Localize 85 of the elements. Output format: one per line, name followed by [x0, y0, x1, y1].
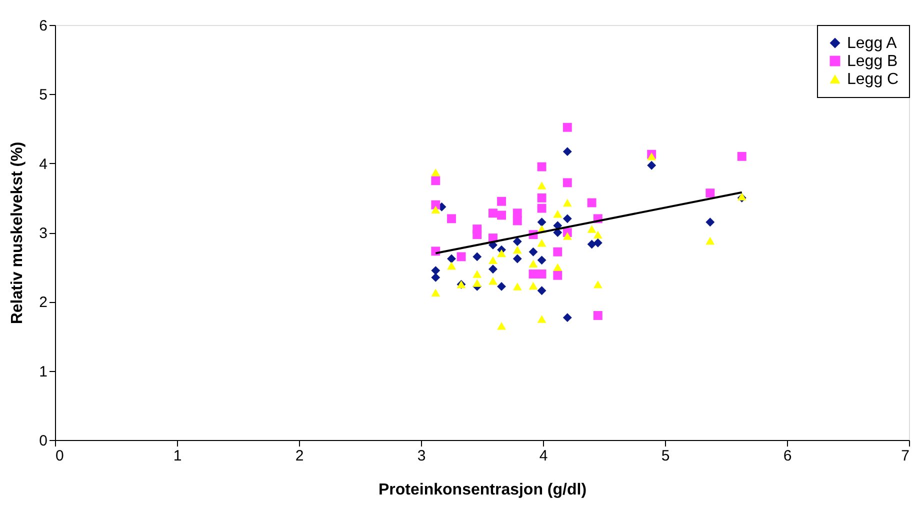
- point: [528, 247, 538, 256]
- point: [706, 218, 715, 227]
- point: [512, 237, 522, 246]
- legend-label: Legg B: [847, 53, 898, 70]
- point: [431, 206, 440, 214]
- point: [537, 162, 546, 172]
- point: [488, 277, 498, 285]
- point: [537, 182, 546, 190]
- point: [431, 288, 440, 297]
- point: [447, 262, 456, 270]
- x-tick-label: 0: [56, 448, 64, 464]
- x-tick-label: 2: [295, 448, 304, 464]
- legend-label: Legg A: [847, 35, 898, 52]
- point: [497, 210, 506, 220]
- y-tick-label: 1: [39, 363, 48, 380]
- point: [593, 280, 602, 288]
- x-axis-title: Proteinkonsentrasjon (g/dl): [378, 482, 587, 498]
- point: [553, 210, 562, 218]
- point: [537, 270, 546, 278]
- point: [537, 204, 546, 213]
- point: [472, 279, 482, 287]
- point: [562, 198, 572, 207]
- legend-label: Legg C: [847, 71, 899, 88]
- point: [537, 286, 546, 296]
- point: [647, 160, 656, 170]
- point: [553, 263, 562, 271]
- point: [593, 311, 602, 320]
- x-tick-label: 5: [661, 448, 670, 464]
- point: [587, 198, 596, 208]
- y-tick-label: 3: [39, 225, 48, 242]
- point: [512, 216, 522, 226]
- point: [562, 147, 572, 156]
- point: [488, 208, 498, 218]
- point: [488, 256, 498, 264]
- point: [587, 240, 596, 249]
- y-tick-label: 4: [39, 156, 48, 173]
- point: [472, 270, 482, 278]
- point: [472, 230, 482, 240]
- y-tick-label: 6: [39, 18, 48, 34]
- point: [512, 246, 522, 254]
- x-tick-label: 1: [173, 448, 182, 464]
- point: [706, 236, 715, 245]
- point: [431, 176, 440, 186]
- x-tick-label: 6: [783, 448, 792, 464]
- point: [562, 232, 572, 240]
- point: [593, 230, 602, 238]
- point: [497, 322, 506, 330]
- x-tick-label: 7: [901, 448, 910, 464]
- point: [431, 200, 440, 210]
- point: [512, 254, 522, 264]
- point: [737, 152, 746, 161]
- point: [456, 252, 466, 262]
- y-tick-label: 2: [39, 294, 48, 312]
- point: [562, 178, 572, 188]
- point: [537, 315, 546, 323]
- point: [447, 254, 456, 264]
- x-tick-label: 3: [417, 448, 426, 464]
- y-tick-label: 0: [39, 432, 48, 450]
- point: [447, 214, 456, 224]
- point: [431, 168, 440, 176]
- point: [472, 252, 482, 262]
- point: [488, 264, 498, 274]
- point: [647, 152, 656, 160]
- point: [537, 256, 546, 265]
- point: [537, 239, 546, 247]
- point: [706, 188, 715, 198]
- point: [497, 282, 506, 291]
- y-axis-title: Relativ muskelvekst (%): [9, 142, 26, 324]
- point: [553, 247, 562, 256]
- point: [528, 282, 538, 290]
- point: [537, 193, 546, 202]
- x-tick-label: 4: [539, 448, 548, 464]
- y-tick-label: 5: [39, 86, 48, 104]
- point: [562, 122, 572, 132]
- point: [537, 218, 546, 227]
- point: [553, 270, 562, 280]
- point: [497, 196, 506, 206]
- point: [587, 225, 596, 233]
- point: [562, 313, 572, 322]
- point: [528, 270, 538, 278]
- point: [593, 238, 602, 248]
- point: [497, 249, 506, 258]
- point: [562, 214, 572, 224]
- point: [512, 282, 522, 290]
- point: [528, 260, 538, 268]
